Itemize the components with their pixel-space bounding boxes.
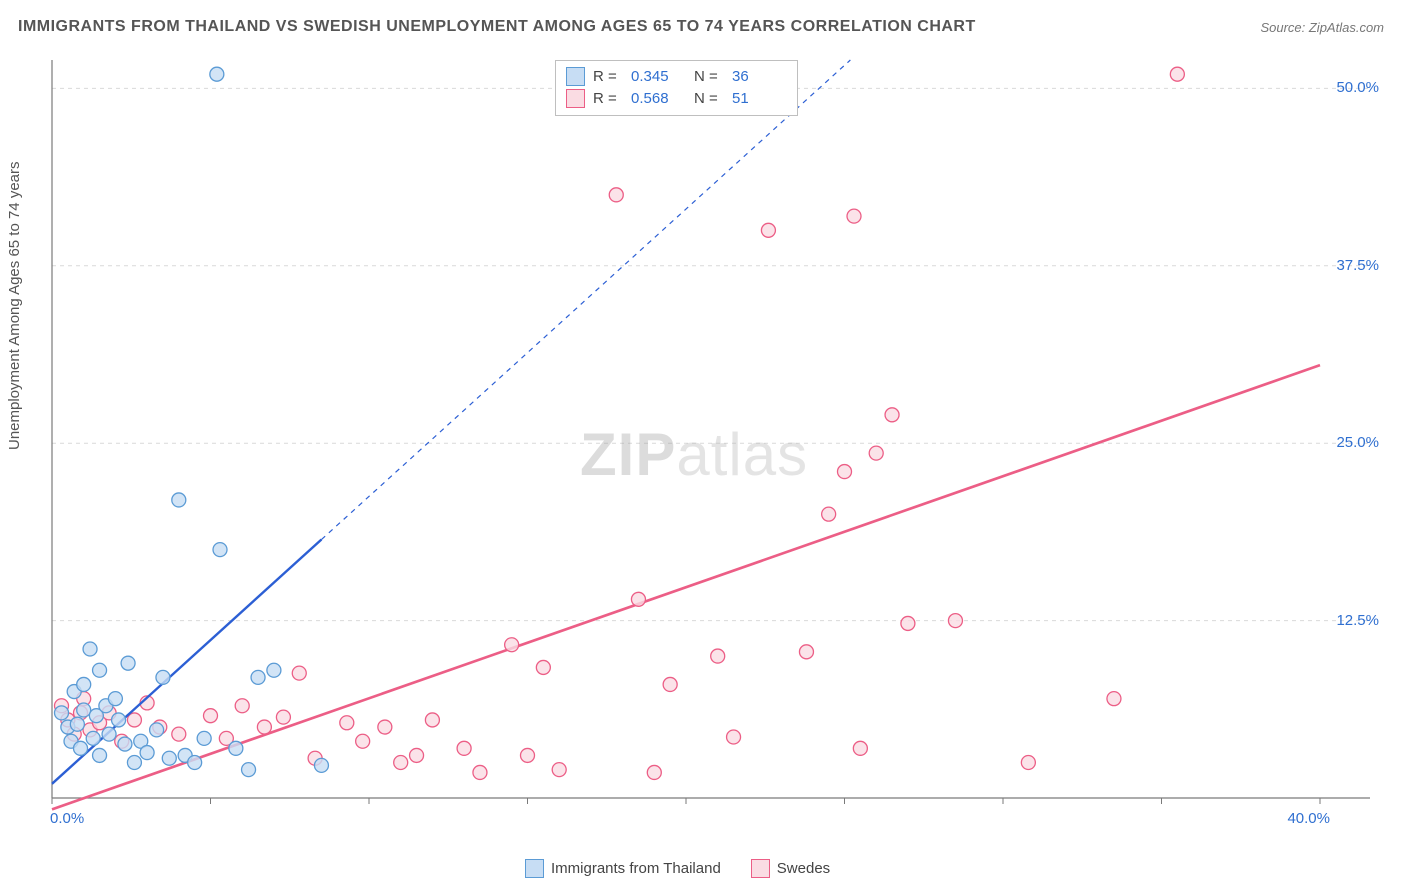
n-label: N =	[694, 90, 724, 107]
x-tick-label: 40.0%	[1280, 810, 1330, 827]
n-label: N =	[694, 68, 724, 85]
series-legend: Immigrants from Thailand Swedes	[525, 859, 830, 878]
x-tick-label: 0.0%	[50, 810, 84, 827]
legend-item: Immigrants from Thailand	[525, 859, 721, 878]
chart-title: IMMIGRANTS FROM THAILAND VS SWEDISH UNEM…	[18, 18, 976, 36]
legend-swatch	[566, 67, 585, 86]
plot-svg	[50, 58, 1380, 828]
legend-label: Swedes	[777, 860, 830, 877]
n-value: 51	[732, 90, 787, 107]
r-value: 0.345	[631, 68, 686, 85]
legend-swatch	[751, 859, 770, 878]
legend-swatch	[525, 859, 544, 878]
r-value: 0.568	[631, 90, 686, 107]
r-label: R =	[593, 68, 623, 85]
y-tick-label: 25.0%	[1324, 434, 1379, 451]
correlation-legend: R = 0.345 N = 36 R = 0.568 N = 51	[555, 60, 798, 116]
source-label: Source: ZipAtlas.com	[1260, 20, 1384, 35]
scatter-plot	[50, 58, 1380, 828]
legend-swatch	[566, 89, 585, 108]
y-tick-label: 50.0%	[1324, 79, 1379, 96]
y-tick-label: 12.5%	[1324, 612, 1379, 629]
y-tick-label: 37.5%	[1324, 257, 1379, 274]
legend-row: R = 0.568 N = 51	[566, 87, 787, 109]
y-axis-label: Unemployment Among Ages 65 to 74 years	[6, 161, 23, 450]
legend-item: Swedes	[751, 859, 830, 878]
r-label: R =	[593, 90, 623, 107]
legend-label: Immigrants from Thailand	[551, 860, 721, 877]
n-value: 36	[732, 68, 787, 85]
legend-row: R = 0.345 N = 36	[566, 65, 787, 87]
